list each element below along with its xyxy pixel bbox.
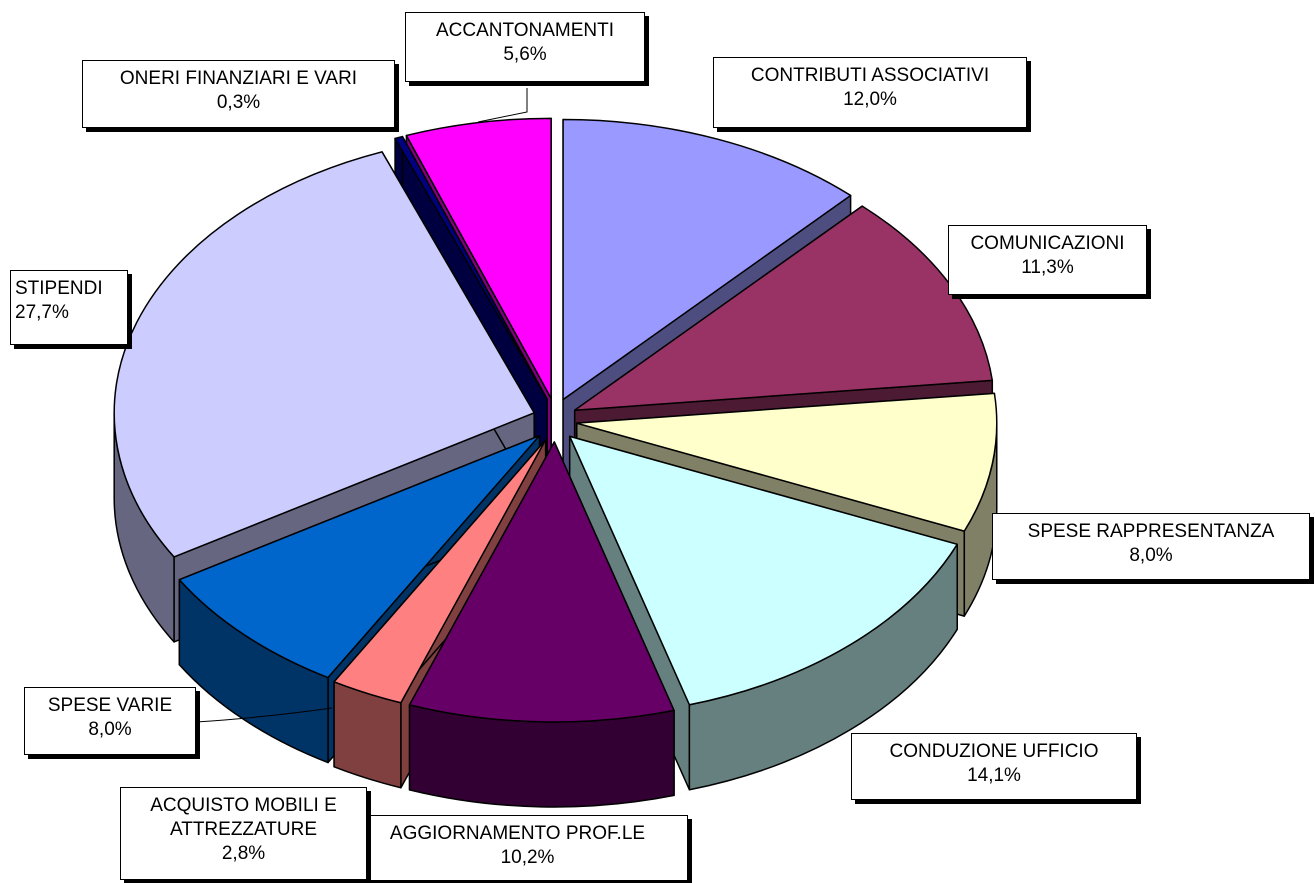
slice: [394, 135, 548, 401]
category-label: COMUNICAZIONI: [970, 233, 1125, 254]
data-label: COMUNICAZIONI 11,3%: [948, 225, 1147, 295]
category-label: ONERI FINANZIARI E VARI: [119, 68, 358, 89]
data-label: ACCANTONAMENTI 5,6%: [405, 12, 645, 82]
value-label: 8,0%: [1129, 545, 1173, 566]
value-label: 27,7%: [15, 302, 69, 323]
leader-line: [195, 707, 333, 723]
slice: [405, 117, 552, 400]
value-label: 8,0%: [88, 719, 132, 740]
value-label: 5,6%: [503, 44, 547, 65]
category-label: AGGIORNAMENTO PROF.LE: [389, 823, 646, 844]
category-label: SPESE RAPPRESENTANZA: [1027, 521, 1275, 542]
data-label: SPESE RAPPRESENTANZA 8,0%: [992, 513, 1310, 580]
category-label: CONDUZIONE UFFICIO: [889, 741, 1099, 762]
slice: [113, 151, 535, 558]
category-label: CONTRIBUTI ASSOCIATIVI: [750, 65, 990, 86]
value-label: 0,3%: [216, 92, 261, 113]
data-label: SPESE VARIE 8,0%: [24, 687, 196, 755]
value-label: 10,2%: [500, 847, 555, 868]
slice: [562, 118, 852, 401]
value-label: 11,3%: [1021, 257, 1074, 278]
category-label: STIPENDI: [15, 278, 103, 299]
category-label: ACQUISTO MOBILI E ATTREZZATURE: [150, 795, 337, 840]
data-label: AGGIORNAMENTO PROF.LE 10,2%: [367, 815, 688, 881]
data-label: ONERI FINANZIARI E VARI 0,3%: [82, 60, 395, 128]
slice: [576, 392, 998, 532]
value-label: 14,1%: [967, 765, 1021, 786]
slice: [568, 435, 958, 706]
data-label: CONTRIBUTI ASSOCIATIVI 12,0%: [713, 57, 1027, 128]
category-label: ACCANTONAMENTI: [435, 20, 615, 41]
slice: [408, 441, 675, 723]
data-label: CONDUZIONE UFFICIO 14,1%: [851, 733, 1137, 800]
leader-line: [477, 88, 528, 123]
value-label: 2,8%: [221, 843, 266, 864]
value-label: 12,0%: [843, 89, 897, 110]
data-label: STIPENDI 27,7%: [10, 270, 128, 345]
category-label: SPESE VARIE: [47, 695, 173, 716]
slice: [333, 439, 547, 704]
slice: [178, 434, 541, 679]
data-label: ACQUISTO MOBILI E ATTREZZATURE 2,8%: [120, 787, 367, 880]
